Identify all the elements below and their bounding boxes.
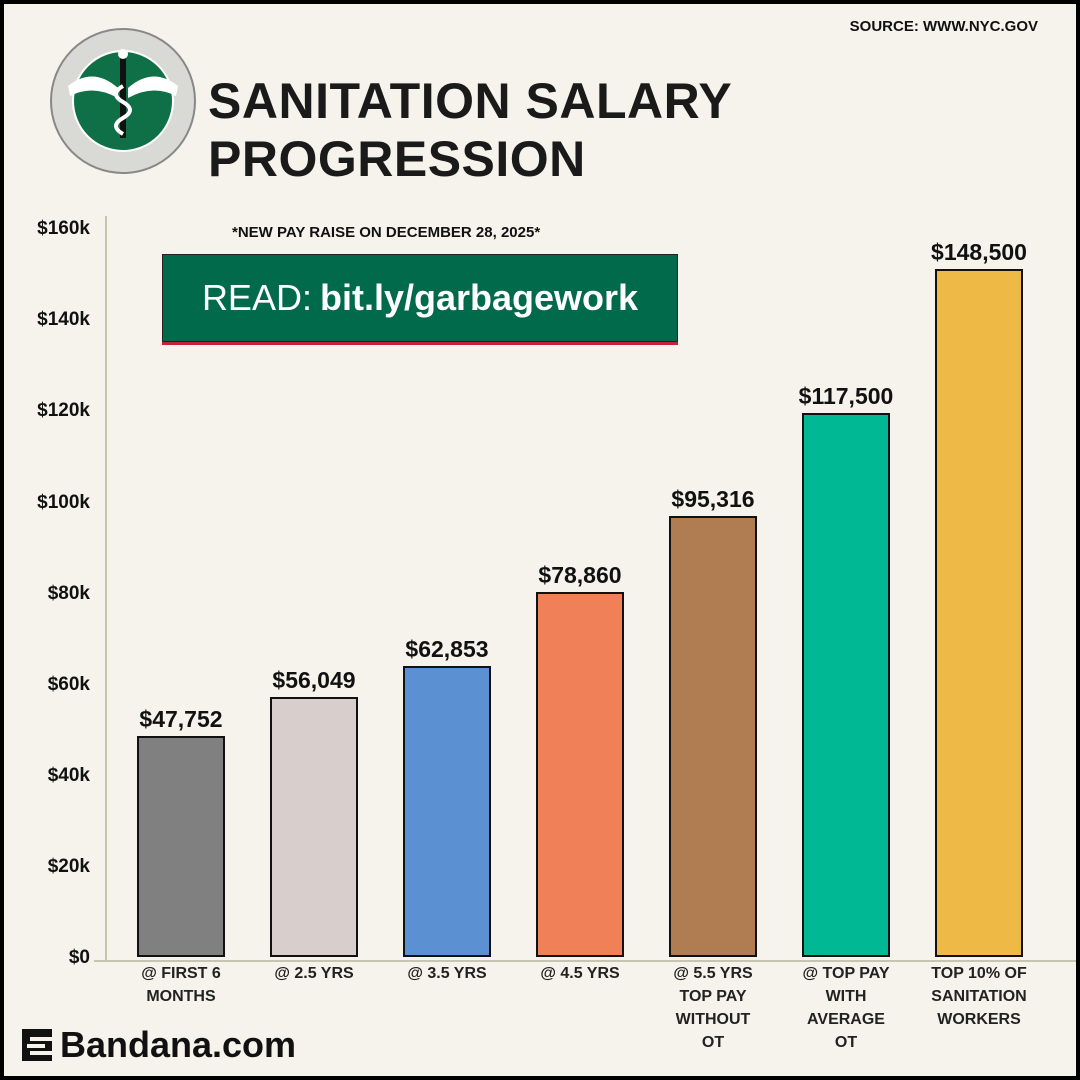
- x-tick-label: @ 3.5 YRS: [407, 965, 487, 982]
- x-tick-label: @ 5.5 YRS TOP PAY WITHOUT OT: [673, 965, 753, 1051]
- x-tick-label: @ FIRST 6 MONTHS: [141, 965, 221, 1005]
- y-tick-label: $140k: [37, 309, 90, 331]
- data-label: $95,316: [671, 485, 755, 512]
- brand-text: Bandana.com: [60, 1024, 297, 1065]
- pay-raise-note: *NEW PAY RAISE ON DECEMBER 28, 2025*: [232, 224, 541, 241]
- y-tick-label: $100k: [37, 491, 90, 513]
- dsny-logo: [50, 28, 196, 174]
- y-tick-label: $120k: [37, 400, 90, 422]
- bar: [403, 665, 491, 957]
- chart-title: SANITATION SALARY PROGRESSION: [208, 73, 732, 187]
- brand-logo: Bandana.com: [22, 1024, 296, 1066]
- bandana-icon: [22, 1029, 52, 1061]
- bar: [270, 697, 358, 957]
- y-tick-label: $20k: [47, 855, 90, 877]
- data-label: $47,752: [139, 705, 223, 732]
- y-tick-label: $40k: [47, 764, 90, 786]
- y-tick-label: $0: [68, 947, 90, 968]
- data-label: $62,853: [405, 635, 489, 662]
- infographic: SOURCE: WWW.NYC.GOV SANITATION SALARY PR…: [4, 4, 1076, 1076]
- bar: [935, 269, 1023, 957]
- bar: [137, 735, 225, 957]
- data-label: $148,500: [931, 239, 1027, 266]
- read-link-banner[interactable]: READ: bit.ly/garbagework: [162, 254, 678, 342]
- y-axis-line: [105, 216, 107, 962]
- bar: [536, 591, 624, 957]
- read-link[interactable]: bit.ly/garbagework: [319, 277, 639, 318]
- x-axis-line: [94, 960, 1076, 962]
- bar: [669, 515, 757, 957]
- x-tick-label: @ 2.5 YRS: [274, 965, 354, 982]
- source-text: SOURCE: WWW.NYC.GOV: [849, 18, 1038, 35]
- x-tick-label: @ 4.5 YRS: [540, 965, 620, 982]
- y-tick-label: $80k: [47, 582, 90, 604]
- y-tick-label: $160k: [37, 218, 90, 240]
- x-tick-label: @ TOP PAY WITH AVERAGE OT: [802, 965, 890, 1051]
- y-tick-label: $60k: [47, 673, 90, 695]
- read-prefix: READ:: [201, 277, 312, 318]
- bar: [802, 412, 890, 957]
- data-label: $117,500: [798, 382, 894, 409]
- data-label: $56,049: [272, 667, 356, 694]
- x-tick-label: TOP 10% OF SANITATION WORKERS: [931, 965, 1027, 1028]
- data-label: $78,860: [538, 561, 622, 588]
